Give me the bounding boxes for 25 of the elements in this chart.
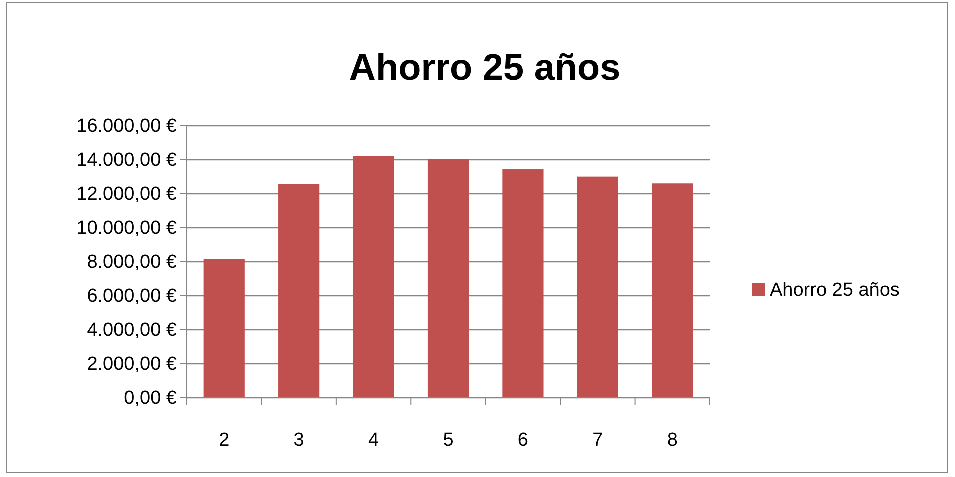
y-tick-label: 12.000,00 €: [76, 184, 178, 206]
x-tick-label: 8: [667, 430, 678, 451]
bar: [204, 259, 245, 398]
bar: [652, 184, 694, 398]
y-tick-label: 16.000,00 €: [76, 116, 178, 138]
x-tick-label: 6: [518, 430, 529, 451]
y-tick-label: 2.000,00 €: [87, 354, 178, 376]
bar: [278, 184, 320, 398]
bar: [353, 156, 394, 398]
x-tick-label: 2: [219, 430, 230, 451]
bar: [577, 176, 618, 398]
legend-label: Ahorro 25 años: [770, 280, 900, 301]
bar: [502, 170, 544, 398]
y-tick-label: 0,00 €: [124, 388, 178, 410]
x-tick-label: 7: [592, 430, 604, 451]
bar: [428, 159, 470, 398]
chart-title: Ahorro 25 años: [349, 47, 621, 88]
x-tick-label: 5: [443, 430, 454, 451]
y-tick-label: 10.000,00 €: [76, 218, 178, 240]
y-tick-label: 14.000,00 €: [76, 150, 178, 172]
y-tick-label: 8.000,00 €: [87, 252, 178, 274]
y-tick-label: 4.000,00 €: [87, 320, 178, 342]
x-tick-label: 4: [368, 430, 380, 451]
y-tick-label: 6.000,00 €: [87, 286, 178, 308]
x-tick-label: 3: [294, 430, 304, 451]
